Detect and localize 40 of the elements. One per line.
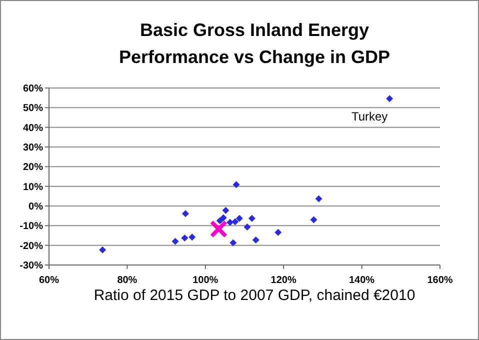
y-tick-label: -20% [20, 240, 44, 252]
point [181, 234, 188, 242]
point [230, 239, 237, 246]
y-tick-label: 20% [22, 162, 44, 174]
point [244, 224, 251, 231]
point [220, 214, 227, 222]
point [274, 228, 282, 236]
y-tick-label: 10% [22, 182, 44, 193]
point [315, 195, 322, 202]
point [252, 236, 260, 244]
annotation: Turkey [351, 110, 388, 124]
x-tick-label: 60% [38, 275, 60, 286]
point [232, 218, 239, 226]
y-tick-label: 0% [28, 202, 44, 212]
x-tick-label: 100% [192, 275, 218, 286]
y-tick-label: 60% [22, 84, 44, 94]
y-tick-label: -30% [20, 260, 44, 272]
point [182, 210, 189, 218]
point [216, 217, 224, 224]
point [236, 214, 243, 222]
point [222, 206, 230, 214]
point [386, 95, 394, 102]
point [99, 246, 106, 254]
y-tick-label: -10% [20, 221, 44, 232]
x-tick-label: 80% [117, 275, 138, 286]
x-tick-label: 140% [349, 275, 375, 286]
x-tick-label: 120% [270, 275, 296, 286]
point [248, 214, 256, 222]
point [226, 218, 234, 226]
point [172, 238, 179, 245]
chart-title: Basic Gross Inland Energy Performance vs Change in GDP [118, 20, 390, 67]
point [188, 234, 196, 241]
point [310, 216, 318, 224]
x-axis-title: Ratio of 2015 GDP to 2007 GDP, chained €2010 [94, 287, 416, 304]
y-tick-label: 50% [22, 103, 44, 114]
y-tick-label: 30% [22, 142, 44, 154]
x-tick-label: 160% [427, 275, 453, 286]
y-tick-label: 40% [22, 122, 44, 134]
point [232, 181, 240, 188]
point [210, 220, 228, 238]
